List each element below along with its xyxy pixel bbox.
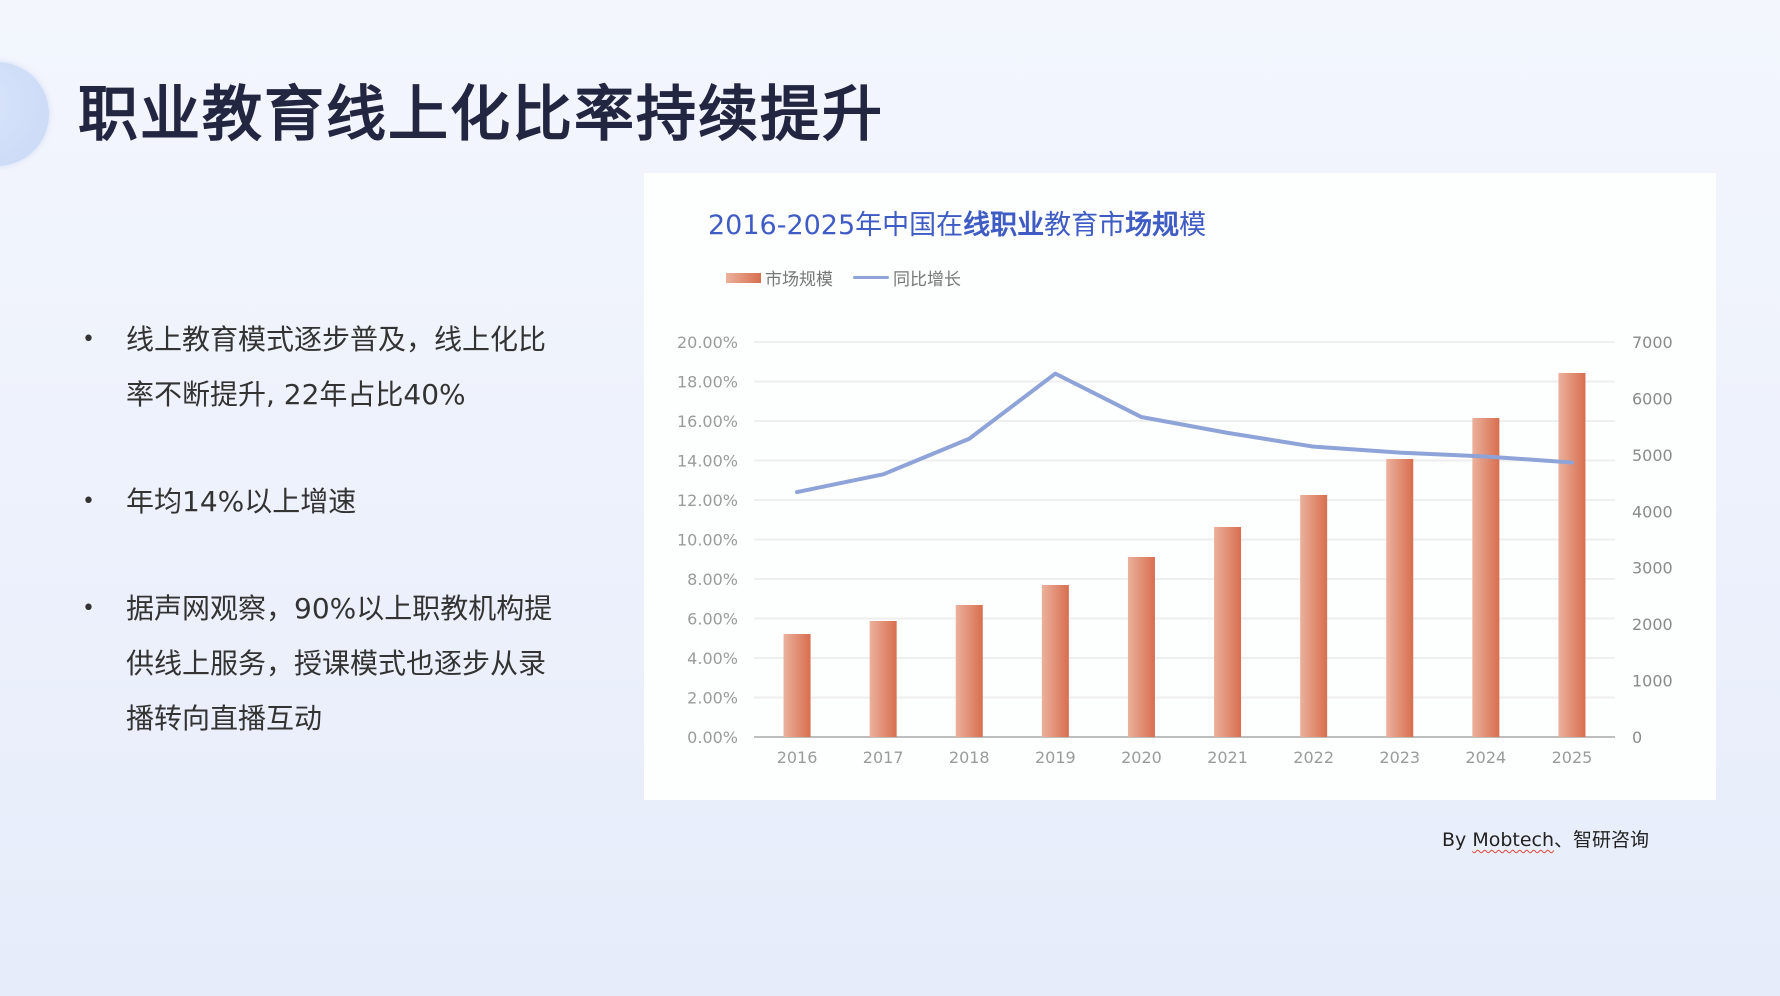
bullet-dot-icon: •	[82, 596, 95, 621]
x-axis-tick: 2017	[863, 748, 904, 767]
bar	[1041, 584, 1069, 737]
left-axis-tick: 8.00%	[687, 570, 738, 589]
right-axis-tick: 2000	[1632, 615, 1673, 634]
right-axis-tick: 5000	[1632, 446, 1673, 465]
bar	[1214, 526, 1242, 737]
bullet-list: • 线上教育模式逐步普及，线上化比 率不断提升, 22年占比40% • 年均14…	[78, 312, 618, 798]
source-suffix: 、智研咨询	[1554, 829, 1650, 851]
bar	[1300, 494, 1328, 737]
bar	[1386, 458, 1414, 737]
left-axis-tick: 10.00%	[677, 531, 738, 550]
bullet-item: • 据声网观察，90%以上职教机构提 供线上服务，授课模式也逐步从录 播转向直播…	[78, 581, 618, 746]
left-axis-tick: 4.00%	[687, 649, 738, 668]
left-axis-tick: 2.00%	[687, 689, 738, 708]
x-axis-tick: 2019	[1035, 748, 1076, 767]
bar	[955, 605, 983, 737]
left-axis-tick: 0.00%	[687, 728, 738, 747]
source-prefix: By	[1442, 829, 1473, 851]
right-axis-tick: 1000	[1632, 672, 1673, 691]
bullet-text: 率不断提升, 22年占比40%	[126, 378, 466, 411]
x-axis-tick: 2025	[1552, 748, 1593, 767]
bar	[869, 620, 897, 737]
legend-label: 市场规模	[765, 270, 833, 290]
bullet-item: • 线上教育模式逐步普及，线上化比 率不断提升, 22年占比40%	[78, 312, 618, 422]
bullet-text: 年均14%以上增速	[126, 485, 357, 518]
legend-item-market-size: 市场规模	[726, 265, 833, 290]
bar	[1127, 556, 1155, 737]
bullet-text: 供线上服务，授课模式也逐步从录	[126, 647, 547, 680]
right-axis-tick: 4000	[1632, 502, 1673, 521]
page-title: 职业教育线上化比率持续提升	[78, 80, 884, 150]
chart-title-part: 模	[1179, 210, 1207, 241]
line-series	[795, 371, 1574, 495]
bar-series	[783, 372, 1586, 737]
source-mobtech: Mobtech	[1472, 829, 1555, 851]
chart-title-part: 2016-2025年中国在	[708, 210, 964, 241]
chart-plot: 0.00% 2.00% 4.00% 6.00% 8.00% 10.00% 12.00% 14.…	[677, 333, 1673, 767]
x-axis: 2016 2017 2018 2019 2020 2021 2022 2023 2024 2025	[777, 748, 1593, 767]
right-axis-tick: 6000	[1632, 389, 1673, 408]
decorative-circle	[0, 62, 49, 166]
bar-swatch-icon	[726, 272, 761, 283]
gridlines	[754, 341, 1615, 738]
left-axis-tick: 16.00%	[677, 412, 738, 431]
x-axis-tick: 2023	[1379, 748, 1420, 767]
right-axis: 0 1000 2000 3000 4000 5000 6000 7000	[1632, 333, 1673, 747]
x-axis-tick: 2020	[1121, 748, 1162, 767]
x-axis-tick: 2016	[777, 748, 818, 767]
left-axis-tick: 20.00%	[677, 333, 738, 352]
left-axis-tick: 6.00%	[687, 610, 738, 629]
bar	[1558, 372, 1586, 737]
bullet-text: 播转向直播互动	[126, 702, 323, 735]
source-note: By Mobtech、智研咨询	[1442, 825, 1649, 852]
left-axis-tick: 14.00%	[677, 452, 738, 471]
bullet-item: • 年均14%以上增速	[78, 474, 618, 529]
x-axis-tick: 2018	[949, 748, 990, 767]
bar	[783, 634, 811, 737]
chart-title: 2016-2025年中国在线职业教育市场规模	[708, 203, 1206, 242]
chart-panel: 2016-2025年中国在线职业教育市场规模 市场规模 同比增长 0.00% 2.…	[644, 173, 1716, 800]
legend-label: 同比增长	[893, 270, 961, 290]
chart-legend: 市场规模 同比增长	[726, 265, 981, 290]
right-axis-tick: 3000	[1632, 559, 1673, 578]
legend-item-yoy-growth: 同比增长	[853, 265, 961, 290]
chart-title-part-bold: 场规	[1125, 210, 1180, 241]
x-axis-tick: 2022	[1293, 748, 1334, 767]
bar	[1472, 418, 1500, 737]
x-axis-tick: 2021	[1207, 748, 1248, 767]
right-axis-tick: 7000	[1632, 333, 1673, 352]
line-swatch-icon	[853, 276, 889, 279]
x-axis-tick: 2024	[1465, 748, 1506, 767]
bullet-dot-icon: •	[82, 489, 95, 514]
bullet-text: 线上教育模式逐步普及，线上化比	[126, 323, 547, 356]
left-axis-tick: 12.00%	[677, 491, 738, 510]
bullet-text: 据声网观察，90%以上职教机构提	[126, 592, 553, 625]
chart-title-part-bold: 线职业	[963, 210, 1045, 241]
right-axis-tick: 0	[1632, 728, 1642, 747]
bullet-dot-icon: •	[82, 327, 95, 352]
chart-title-part: 教育市	[1044, 210, 1126, 241]
left-axis: 0.00% 2.00% 4.00% 6.00% 8.00% 10.00% 12.00% 14.…	[677, 333, 738, 747]
left-axis-tick: 18.00%	[677, 373, 738, 392]
